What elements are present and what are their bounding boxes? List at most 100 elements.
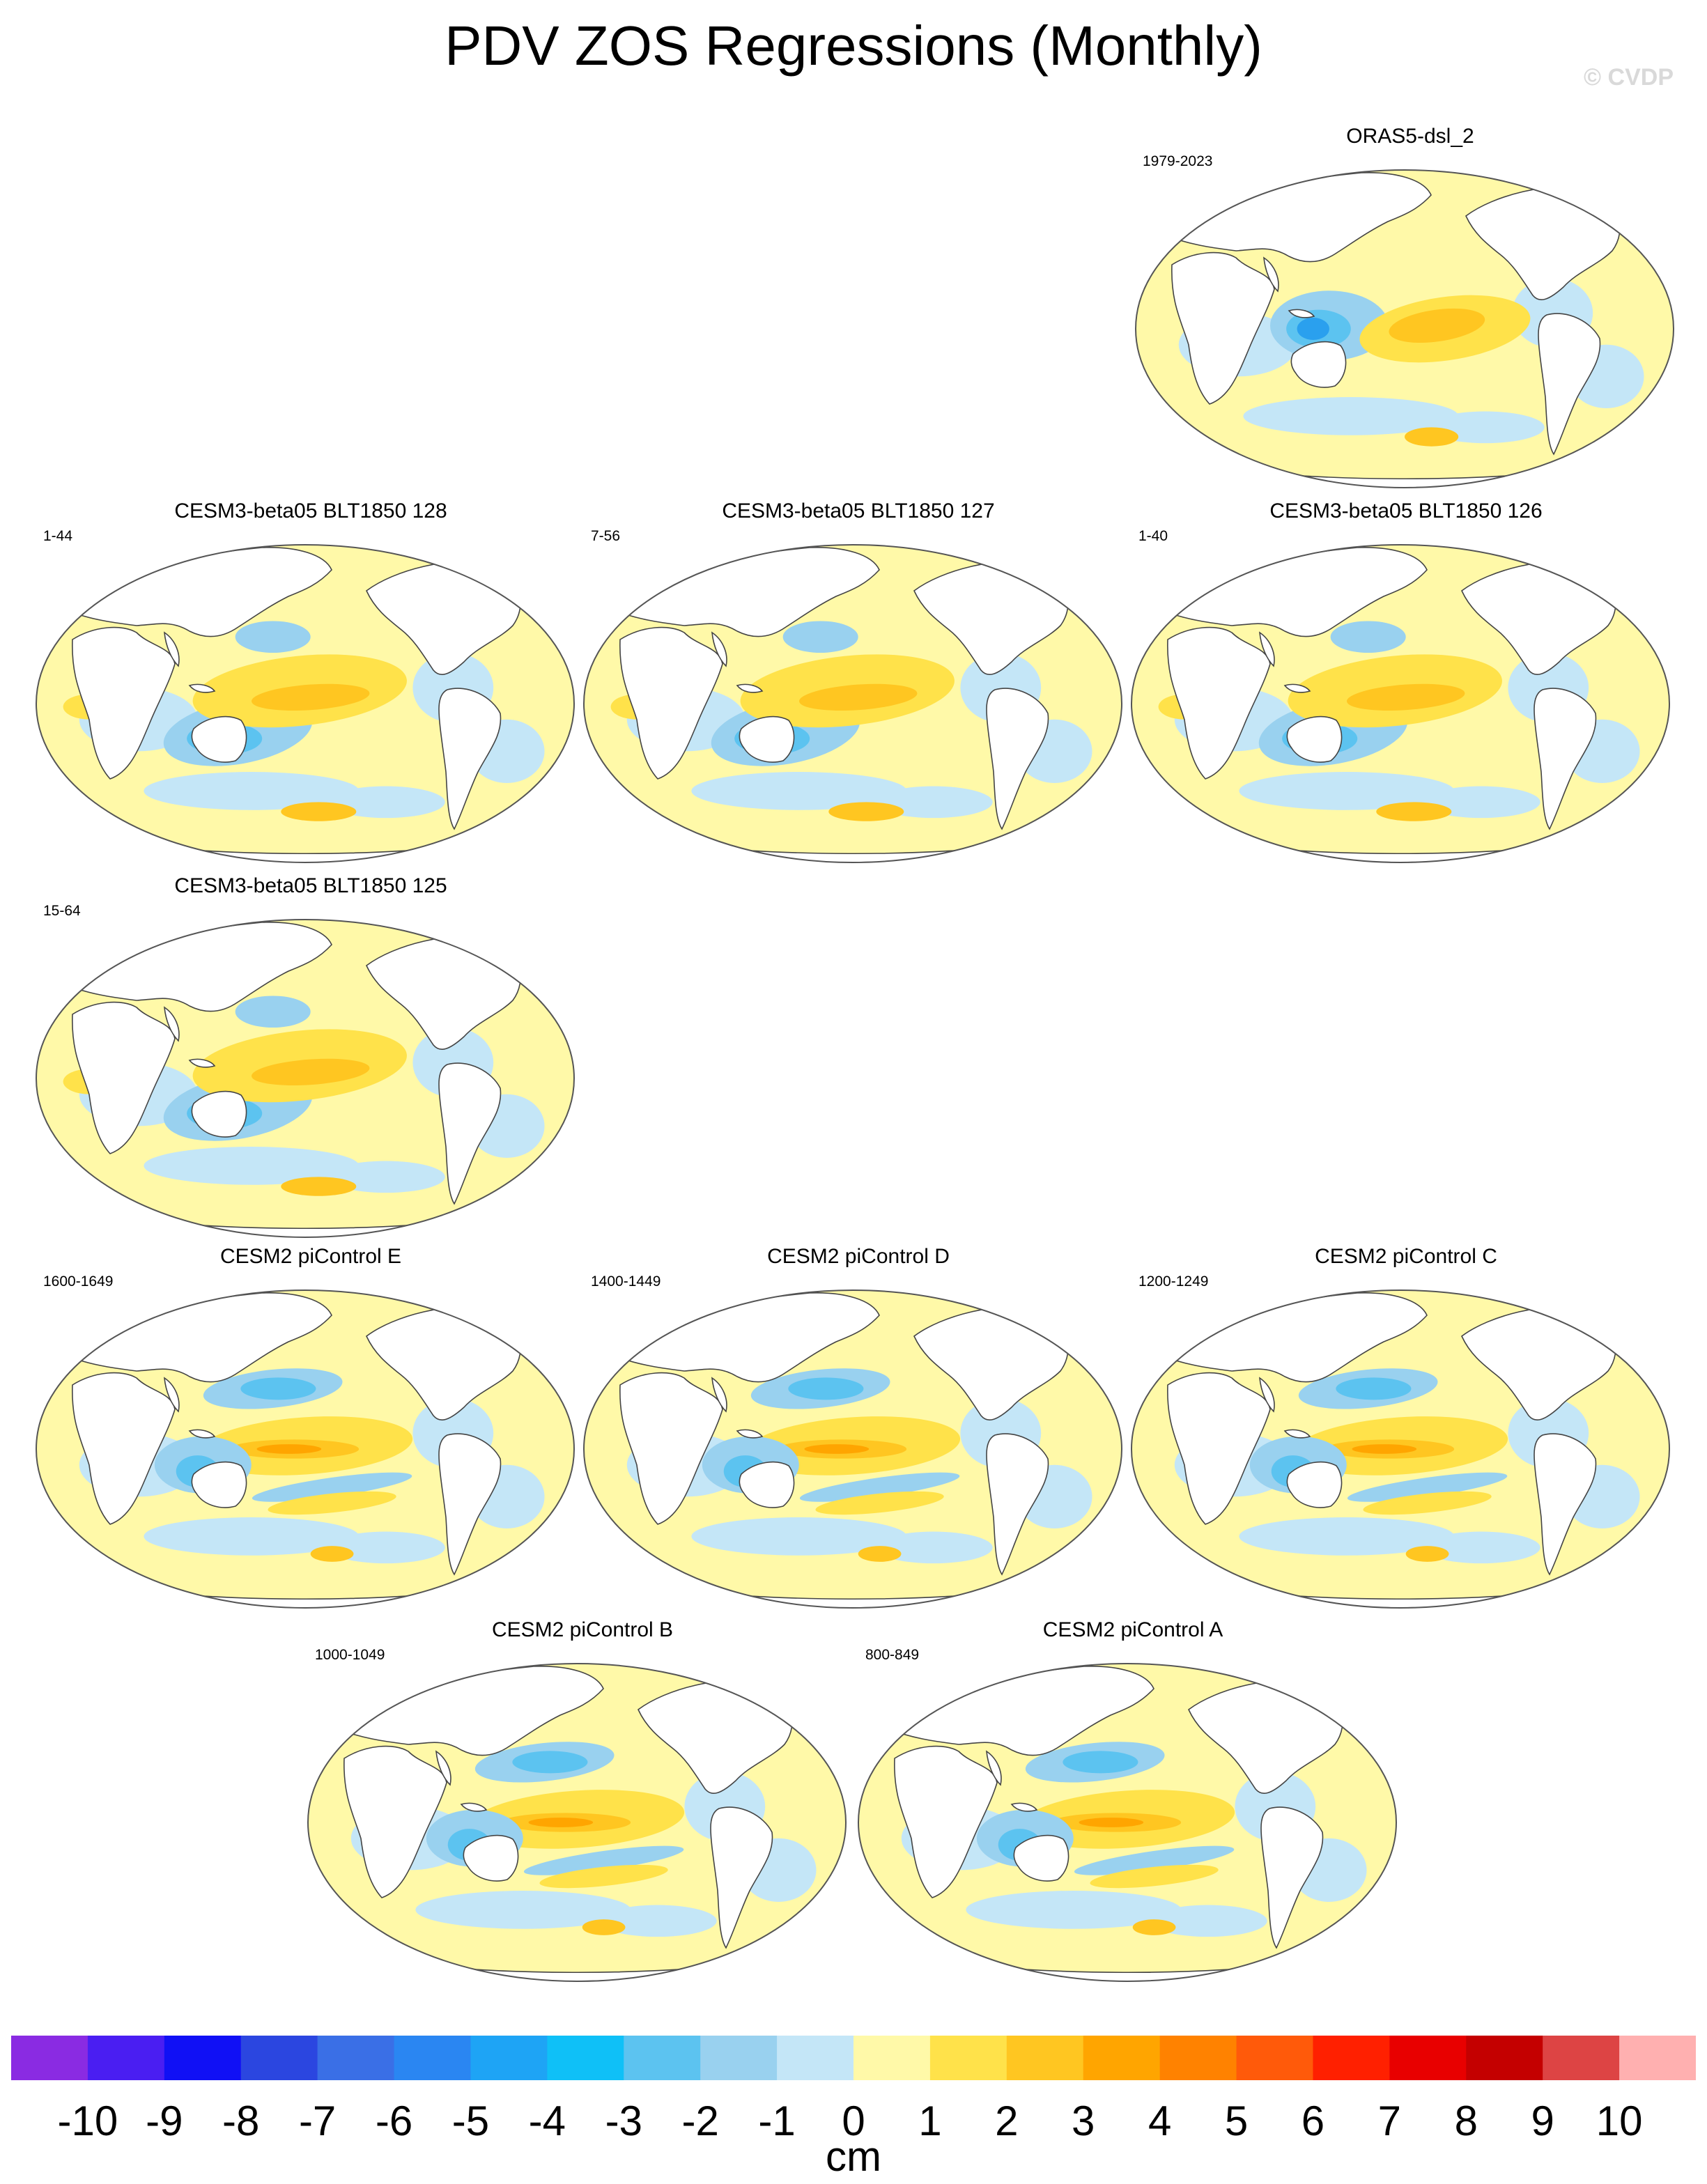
colorbar-swatch — [547, 2036, 624, 2080]
india-land — [711, 1377, 727, 1413]
australia-land — [1286, 715, 1343, 763]
panel-title: ORAS5-dsl_2 — [1346, 125, 1474, 148]
panel-year-range: 1-44 — [43, 528, 73, 544]
india-land — [986, 1750, 1002, 1786]
southern-pacific-anomaly — [326, 786, 445, 819]
southern-pacific-anomaly — [1148, 1905, 1267, 1937]
colorbar-swatch — [87, 2036, 165, 2080]
north-pacific-core — [240, 1377, 316, 1400]
south-equatorial-negative — [1347, 1472, 1508, 1502]
greenland-land — [477, 553, 539, 589]
south-america-land — [438, 1062, 502, 1205]
colorbar-unit: cm — [826, 2133, 881, 2180]
australia-land — [739, 1461, 795, 1508]
indonesia-land — [1010, 1802, 1038, 1812]
southern-ocean-anomaly — [966, 1891, 1182, 1929]
map-panel: CESM3-beta05 BLT1850 128 1-44 — [32, 499, 589, 863]
colorbar-tick-label: 4 — [1148, 2098, 1172, 2144]
south-pacific-positive — [281, 802, 357, 821]
map-panel: ORAS5-dsl_2 1979-2023 — [1131, 124, 1689, 488]
colorbar-tick-label: 9 — [1531, 2098, 1554, 2144]
figure-title: PDV ZOS Regressions (Monthly) — [445, 15, 1262, 77]
colorbar-swatch — [854, 2036, 931, 2080]
colorbar-swatch — [1159, 2036, 1237, 2080]
indonesia-land — [1283, 683, 1311, 693]
greenland-land — [1024, 1299, 1086, 1334]
greenland-land — [1572, 1299, 1634, 1334]
map-svg — [858, 1663, 1397, 1982]
map-border — [1135, 169, 1674, 488]
panel-title: CESM3-beta05 BLT1850 128 — [174, 499, 447, 522]
equatorial-positive — [251, 1058, 370, 1086]
southern-pacific-anomaly — [326, 1161, 445, 1193]
colorbar — [11, 2036, 1697, 2080]
greenland-land — [477, 928, 539, 963]
colorbar-tick-labels: -10 -9 -8 -7 -6 -5 -4 -3 -2 -1 0 1 2 3 4 5 6 7 8 9 10 — [11, 2097, 1696, 2146]
india-land — [1259, 1377, 1275, 1413]
africa-land — [343, 1745, 447, 1898]
south-america-land — [710, 1806, 773, 1949]
colorbar-swatch — [1083, 2036, 1161, 2080]
greenland-land — [477, 1299, 539, 1334]
colorbar-swatch — [394, 2036, 471, 2080]
indonesia-land — [188, 1429, 216, 1439]
southern-pacific-anomaly — [1421, 786, 1540, 819]
map-svg — [307, 1663, 847, 1982]
colorbar-tick-label: 8 — [1454, 2098, 1478, 2144]
greenland-land — [1299, 1672, 1361, 1707]
colorbar-tick-label: -7 — [298, 2098, 337, 2144]
australia-land — [1290, 341, 1347, 388]
colorbar-tick-label: 7 — [1377, 2098, 1402, 2144]
colorbar-swatch — [1006, 2036, 1084, 2080]
colorbar-swatch — [1619, 2036, 1697, 2080]
map-panel: CESM2 piControl C 1200-1249 — [1127, 1244, 1685, 1609]
africa-land — [1171, 251, 1275, 405]
south-pacific-positive — [1090, 1864, 1219, 1889]
east-pacific-core — [1389, 308, 1485, 343]
panel-title: CESM2 piControl D — [767, 1245, 950, 1268]
south-america-land — [438, 1433, 502, 1576]
colorbar-tick-label: -3 — [605, 2098, 642, 2144]
southern-pacific-anomaly — [874, 1531, 993, 1564]
southern-positive — [582, 1919, 626, 1935]
colorbar-tick-label: -10 — [57, 2098, 118, 2144]
equatorial-positive — [1346, 683, 1465, 711]
map-panel: CESM2 piControl E 1600-1649 — [32, 1244, 589, 1609]
south-equatorial-negative — [799, 1472, 960, 1502]
southern-positive — [310, 1546, 354, 1562]
south-pacific-positive — [281, 1177, 357, 1196]
india-land — [164, 1006, 180, 1042]
map-svg — [1131, 1290, 1670, 1609]
kuroshio-anomaly — [782, 621, 858, 653]
colorbar-tick-label: -4 — [528, 2098, 566, 2144]
panel-title: CESM2 piControl C — [1315, 1245, 1497, 1268]
indonesia-land — [460, 1802, 488, 1812]
colorbar-swatch — [624, 2036, 701, 2080]
colorbar-swatch — [470, 2036, 548, 2080]
north-pacific-core — [1336, 1377, 1412, 1400]
equatorial-positive — [798, 683, 918, 711]
panel-year-range: 1000-1049 — [315, 1647, 385, 1663]
colorbar-tick-label: 2 — [995, 2098, 1019, 2144]
map-border — [858, 1663, 1397, 1982]
colorbar-tick-label: -8 — [222, 2098, 260, 2144]
southern-positive — [858, 1546, 902, 1562]
north-pacific-core — [788, 1377, 864, 1400]
southern-ocean-anomaly — [1239, 1517, 1455, 1556]
southern-positive — [1405, 1546, 1449, 1562]
colorbar-swatch — [317, 2036, 395, 2080]
north-pacific-core — [512, 1751, 588, 1774]
panel-title: CESM2 piControl B — [491, 1618, 674, 1641]
south-america-land — [986, 688, 1049, 830]
southern-pacific-anomaly — [326, 1531, 445, 1564]
colorbar-swatch — [1236, 2036, 1313, 2080]
colorbar-tick-label: -5 — [451, 2098, 490, 2144]
colorbar-tick-label: 5 — [1224, 2098, 1249, 2144]
south-equatorial-negative — [252, 1472, 412, 1502]
map-panel: CESM2 piControl A 800-849 — [854, 1618, 1412, 1982]
colorbar-swatch — [1313, 2036, 1390, 2080]
south-pacific-positive — [268, 1491, 396, 1515]
equatorial-peak — [256, 1444, 322, 1454]
map-panel: CESM3-beta05 BLT1850 126 1-40 — [1127, 499, 1685, 863]
panel-title: CESM3-beta05 BLT1850 127 — [722, 499, 995, 522]
